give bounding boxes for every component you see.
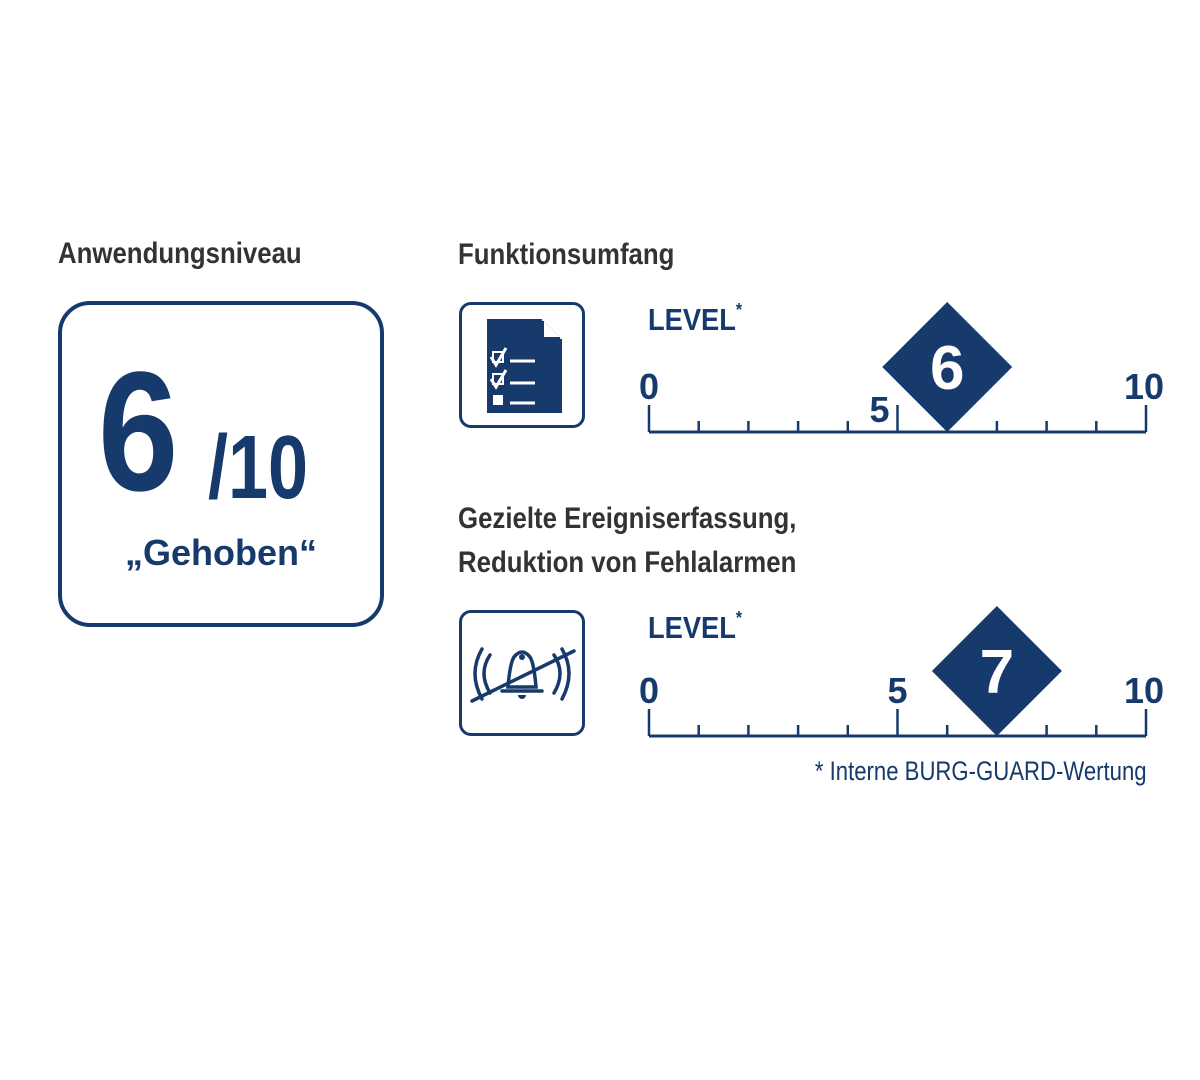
value-label: 6 [930, 334, 964, 403]
scale-mid-label: 5 [869, 389, 889, 430]
scale-max-label: 10 [1124, 670, 1164, 711]
heading-line: Reduktion von Fehlalarmen [458, 545, 797, 579]
level-scale: 6 0 5 10 [639, 302, 1164, 434]
score-max: /10 [208, 418, 309, 518]
level-label: LEVEL* [648, 608, 742, 646]
level-label: LEVEL* [648, 300, 742, 338]
left-heading: Anwendungsniveau [58, 237, 302, 270]
scale-min-label: 0 [639, 670, 659, 711]
value-label: 7 [980, 638, 1014, 707]
heading-line: Gezielte Ereigniserfassung, [458, 502, 797, 535]
value-diamond [882, 302, 1013, 432]
alarm-bell-crossed-icon [459, 610, 585, 736]
level-text: LEVEL [648, 302, 736, 337]
section-1-heading: Funktionsumfang [458, 233, 674, 277]
level-scale: 7 0 5 10 [639, 606, 1164, 738]
scale-mid-label: 5 [887, 670, 907, 711]
level-text: LEVEL [648, 610, 736, 645]
scale-max-label: 10 [1124, 366, 1164, 407]
asterisk: * [735, 300, 743, 320]
value-diamond [931, 606, 1062, 736]
scale-min-label: 0 [639, 366, 659, 407]
section-2-heading: Gezielte Ereigniserfassung, Reduktion vo… [458, 497, 796, 584]
score-box: 6 /10 „Gehoben“ [58, 301, 384, 627]
asterisk: * [735, 608, 743, 628]
heading-line: Funktionsumfang [458, 238, 675, 271]
footnote: * Interne BURG-GUARD-Wertung [815, 756, 1147, 786]
checklist-document-icon [459, 302, 585, 428]
score-value: 6 [98, 337, 179, 527]
rating-label: „Gehoben“ [124, 532, 317, 573]
